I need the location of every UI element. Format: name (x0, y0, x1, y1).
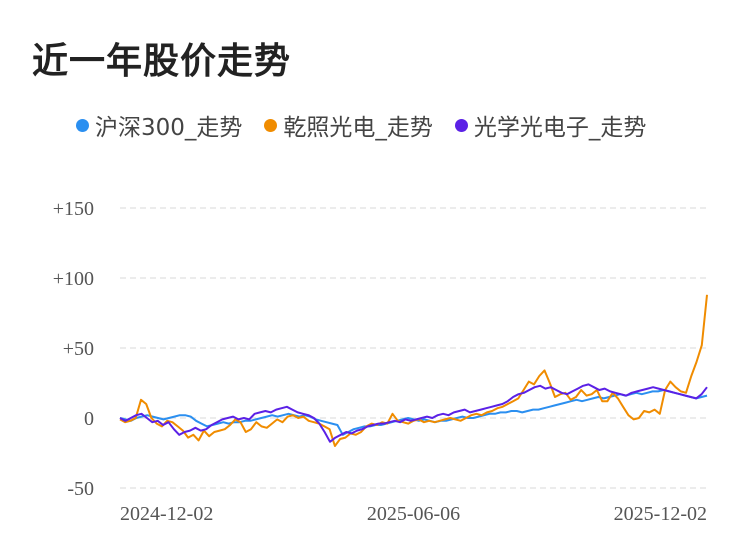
series-line-2 (119, 383, 708, 443)
chart-legend: 沪深300_走势 乾照光电_走势 光学光电子_走势 (76, 108, 668, 142)
y-axis-labels: -50 0 +50 +100 +150 (53, 198, 94, 500)
legend-item-optical[interactable]: 光学光电子_走势 (454, 108, 647, 142)
y-tick-label: +150 (53, 198, 94, 220)
y-tick-label: +50 (63, 338, 94, 360)
x-tick-label: 2025-06-06 (367, 503, 460, 525)
y-tick-label: 0 (84, 408, 94, 430)
x-tick-label: 2024-12-02 (120, 503, 213, 525)
legend-label-hs300: 沪深300_走势 (95, 115, 243, 141)
chart-title: 近一年股价走势 (32, 41, 292, 82)
legend-item-hs300[interactable]: 沪深300_走势 (76, 108, 242, 142)
y-tick-label: +100 (53, 268, 94, 290)
legend-item-qianzhao[interactable]: 乾照光电_走势 (264, 108, 433, 142)
legend-dot-optical (454, 118, 468, 132)
series-line-1 (119, 294, 708, 447)
legend-label-optical: 光学光电子_走势 (473, 115, 647, 141)
legend-label-qianzhao: 乾照光电_走势 (283, 115, 433, 141)
legend-dot-hs300 (76, 118, 89, 132)
legend-dot-qianzhao (264, 118, 278, 132)
x-axis-labels: 2024-12-02 2025-06-06 2025-12-02 (120, 503, 707, 525)
grid-lines (120, 207, 707, 489)
series-lines (119, 294, 708, 447)
y-tick-label: -50 (67, 478, 94, 500)
x-tick-label: 2025-12-02 (614, 503, 707, 525)
